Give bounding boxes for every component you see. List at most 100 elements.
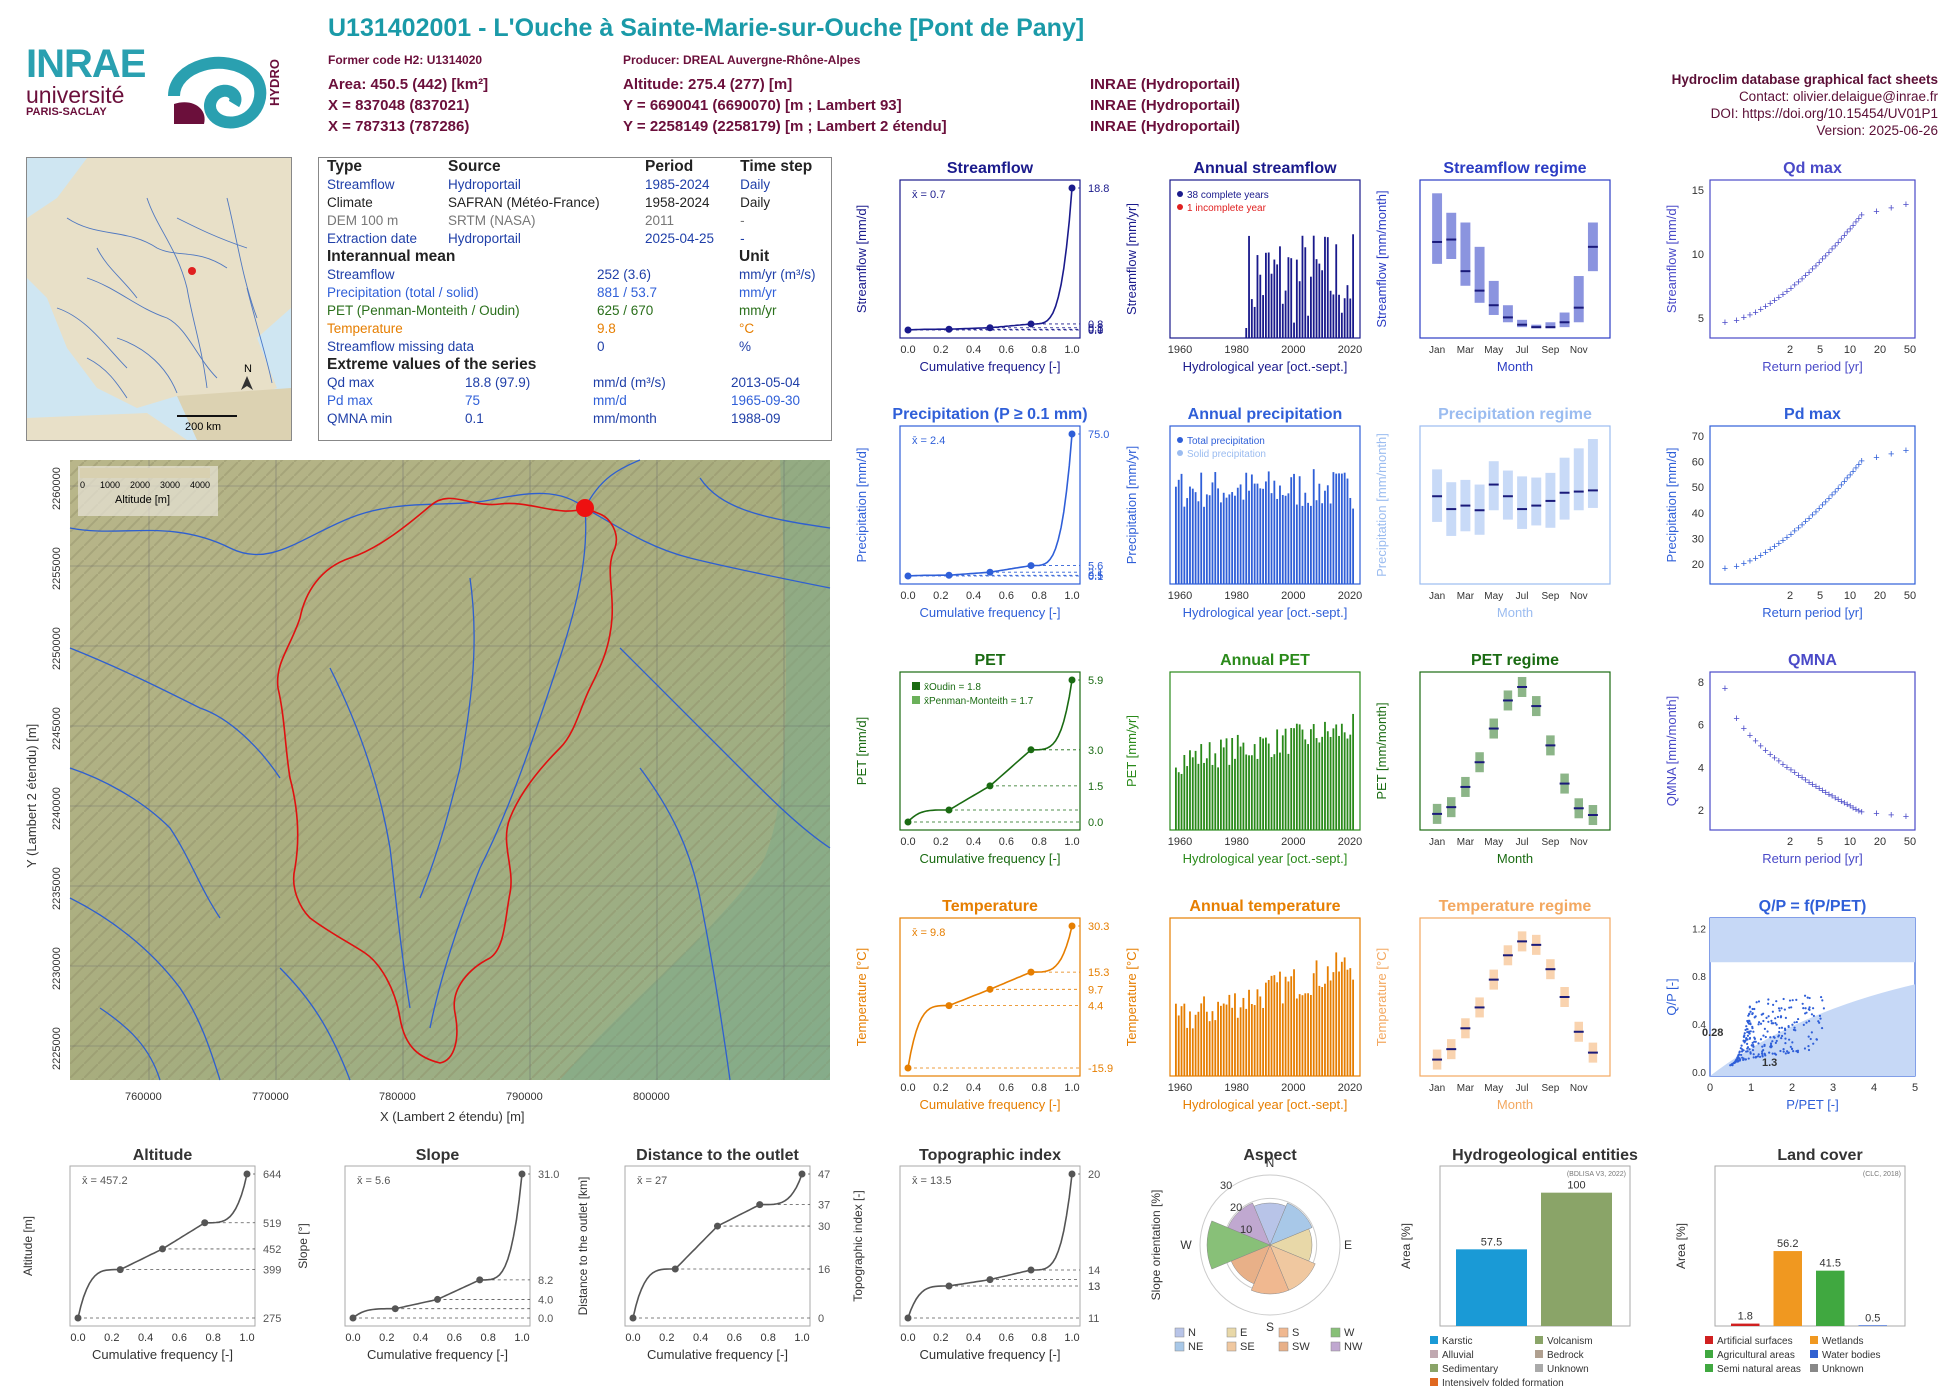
y-axis-label: Slope [°] [296, 1223, 310, 1269]
annual-bar [1276, 264, 1279, 338]
right-tick: 0.0 [538, 1313, 553, 1325]
qp-point [1808, 1006, 1811, 1009]
legend-label: Water bodies [1822, 1350, 1881, 1361]
compass-label: E [1344, 1238, 1352, 1252]
qp-point [1767, 1020, 1770, 1023]
y-tick: 8 [1698, 677, 1704, 689]
mean-label: x̄ = 2.4 [912, 435, 945, 447]
chart-q-p-f-p-pet-: Q/P = f(P/PET) P/PET [-] Q/P [-] 0.28 1.3 0 1 2… [1664, 898, 1918, 1112]
annual-bar [1197, 763, 1200, 830]
qp-point [1789, 1045, 1792, 1048]
x-tick: 0.0 [625, 1332, 640, 1344]
right-tick: 0.0 [1088, 325, 1103, 337]
y-axis-label: Area [%] [1399, 1223, 1413, 1269]
annual-bar [1205, 494, 1208, 584]
annual-bar [1295, 998, 1298, 1076]
right-tick: 18.8 [1088, 183, 1109, 195]
x-tick: 1960 [1168, 836, 1192, 848]
annual-bar [1326, 485, 1329, 584]
annual-bar [1245, 754, 1248, 830]
contact-link[interactable]: Contact: olivier.delaigue@inrae.fr [1738, 89, 1938, 104]
month-tick: Nov [1570, 591, 1588, 602]
chart-annual-pet: Annual PET Hydrological year [oct.-sept.]… [1124, 652, 1362, 866]
annual-bar [1175, 767, 1177, 830]
return-point: + [1823, 496, 1829, 508]
annual-bar [1315, 960, 1318, 1076]
right-tick: 5.9 [1088, 675, 1103, 687]
annual-bar [1335, 952, 1338, 1076]
svg-text:780000: 780000 [379, 1091, 416, 1103]
qp-point [1811, 1007, 1815, 1010]
annual-bar [1340, 312, 1343, 338]
annual-bar [1234, 495, 1236, 584]
return-point: + [1792, 280, 1798, 292]
right-tick: 3.0 [1088, 745, 1103, 757]
annual-bar [1340, 723, 1343, 830]
qp-point [1746, 1042, 1749, 1045]
qp-point [1742, 1058, 1745, 1061]
return-point: + [1858, 807, 1864, 819]
qp-point [1794, 1029, 1797, 1032]
x-tick: 2 [1789, 1082, 1795, 1094]
x-tick: 0.8 [1032, 1082, 1047, 1094]
legend-label: NW [1344, 1341, 1363, 1353]
annual-bar [1298, 724, 1301, 830]
qp-point [1740, 1050, 1744, 1053]
annual-bar [1340, 473, 1343, 584]
legend-swatch [1278, 1341, 1289, 1352]
return-point: + [1835, 237, 1841, 249]
annual-bar [1242, 499, 1245, 584]
info-table: Type Source Period Time step Streamflow Hydr… [318, 157, 832, 441]
right-tick: 31.0 [538, 1169, 559, 1181]
compass-label: S [1266, 1320, 1274, 1334]
x-axis-label: Return period [yr] [1762, 359, 1862, 374]
doi-link[interactable]: DOI: https://doi.org/10.15454/UV01P1 [1710, 106, 1938, 121]
producer: Producer: DREAL Auvergne-Rhône-Alpes [623, 53, 861, 67]
annual-bar [1304, 739, 1307, 830]
legend-label: Solid precipitation [1187, 449, 1266, 460]
plot-frame [624, 1165, 811, 1327]
svg-text:770000: 770000 [252, 1091, 289, 1103]
x-tick: 0.8 [481, 1332, 496, 1344]
bar-value: 41.5 [1820, 1258, 1841, 1270]
qp-point [1791, 999, 1794, 1002]
qp-point [1758, 1055, 1762, 1058]
y-axis-label: Temperature [°C] [854, 948, 869, 1046]
return-point: + [1847, 469, 1853, 481]
qp-point [1759, 1038, 1763, 1041]
right-tick: 13 [1088, 1281, 1100, 1293]
annual-bar [1343, 472, 1346, 584]
svg-text:HYDRO: HYDRO [267, 59, 282, 106]
y-tick: 6 [1698, 720, 1704, 732]
annual-bar [1265, 982, 1267, 1076]
month-tick: Sep [1542, 1083, 1560, 1094]
qp-point [1753, 1007, 1756, 1011]
qp-point [1745, 1028, 1748, 1031]
qp-point [1769, 1036, 1772, 1039]
return-point: + [1847, 223, 1853, 235]
category-bar [1858, 1325, 1887, 1326]
x-tick: 2020 [1338, 836, 1362, 848]
annual-bar [1248, 235, 1250, 338]
qp-point [1752, 1053, 1755, 1056]
annual-bar [1318, 483, 1321, 584]
annual-bar [1349, 497, 1352, 584]
legend-label: NE [1188, 1341, 1203, 1353]
annual-bar [1211, 482, 1214, 584]
qp-point [1730, 1063, 1733, 1066]
qp-point [1791, 1041, 1794, 1044]
qp-point [1783, 1032, 1787, 1035]
x-axis-label: P/PET [-] [1786, 1097, 1839, 1112]
return-point: + [1733, 315, 1739, 327]
legend-label: Unknown [1547, 1364, 1589, 1375]
plot-frame [899, 425, 1081, 585]
ring-tick: 10 [1240, 1224, 1252, 1236]
x-tick: 0.0 [900, 1082, 915, 1094]
return-point: + [1767, 749, 1773, 761]
annual-bar [1248, 490, 1250, 584]
annual-bar [1177, 772, 1180, 830]
qp-point [1802, 1007, 1805, 1010]
month-tick: Jul [1516, 837, 1529, 848]
annual-bar [1214, 472, 1217, 584]
